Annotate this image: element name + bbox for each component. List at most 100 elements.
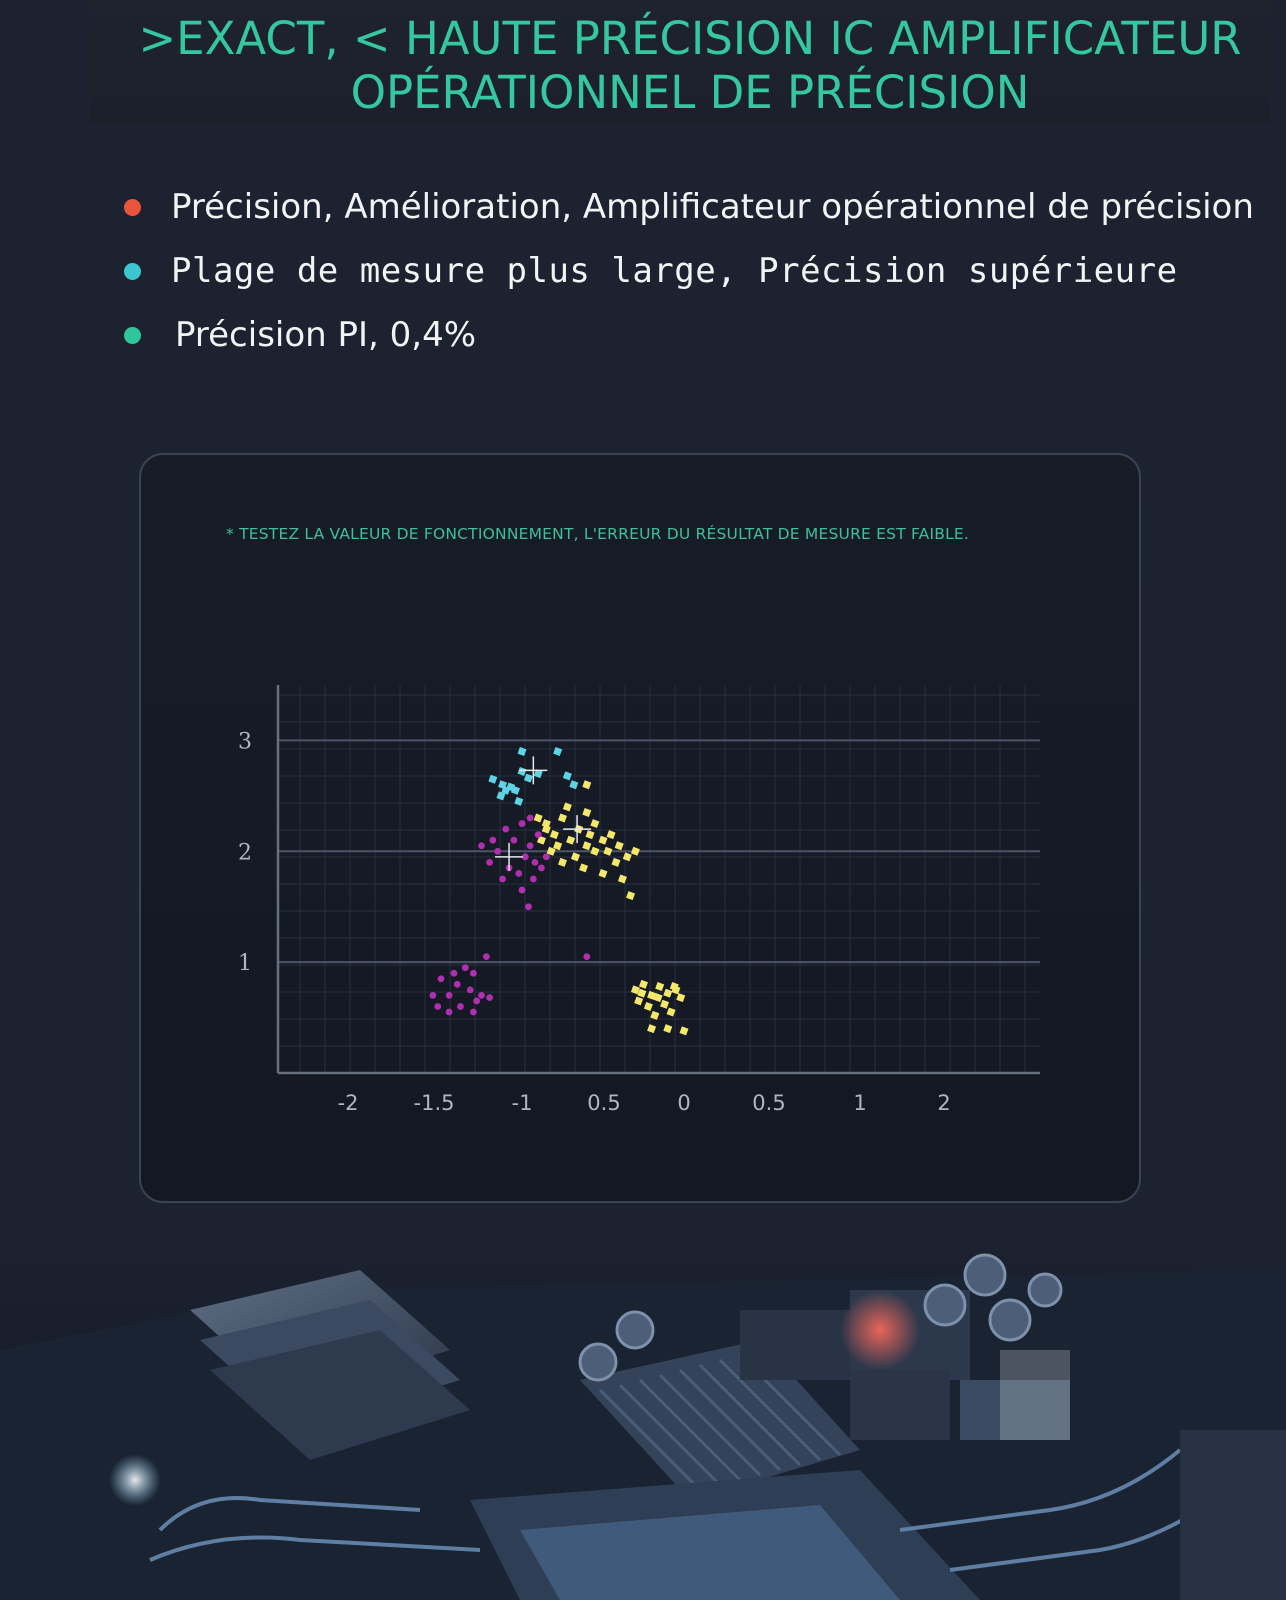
data-point (663, 988, 673, 998)
y-tick-label: 3 (238, 729, 252, 754)
data-point (655, 982, 665, 992)
data-point (669, 982, 679, 992)
data-point (473, 997, 481, 1005)
chart-centroids (495, 756, 592, 871)
data-point (558, 857, 567, 867)
data-point (437, 975, 445, 983)
data-point (529, 875, 537, 883)
data-point (517, 747, 527, 757)
chart-grid (278, 685, 1040, 1073)
x-tick-label: 0 (677, 1091, 690, 1115)
data-point (630, 846, 640, 856)
data-point (582, 807, 592, 817)
data-point (482, 953, 490, 960)
page-title: >EXACT, < HAUTE PRÉCISION IC AMPLIFICATE… (110, 12, 1270, 120)
scatter-chart: -2 -1.5 -1 0.5 0 0.5 1 2 1 2 3 (238, 685, 1040, 1115)
data-point (445, 992, 453, 999)
data-point (488, 774, 498, 784)
data-point (533, 813, 543, 823)
data-point (518, 820, 526, 827)
feature-item-pi: Précision PI, 0,4% (124, 303, 1254, 367)
data-point (534, 831, 542, 839)
data-point (466, 986, 474, 994)
y-tick-label: 1 (238, 951, 252, 976)
x-tick-label: 0.5 (587, 1091, 620, 1115)
data-point (445, 1008, 453, 1016)
feature-list: Précision, Amélioration, Amplificateur o… (124, 175, 1254, 367)
data-point (585, 830, 595, 840)
data-point (582, 841, 592, 851)
feature-item-precision: Précision, Amélioration, Amplificateur o… (124, 175, 1254, 239)
x-tick-label: 0.5 (752, 1091, 785, 1115)
data-point (461, 964, 469, 972)
data-point (486, 994, 493, 1002)
data-point (494, 847, 502, 855)
data-point (523, 773, 533, 783)
data-point (514, 796, 524, 806)
data-point (606, 830, 616, 840)
data-point (603, 846, 613, 856)
data-point (598, 868, 608, 878)
x-tick-label: 1 (853, 1091, 866, 1115)
data-point (478, 842, 485, 850)
data-point (637, 988, 647, 998)
data-point (510, 836, 518, 844)
data-point (639, 979, 648, 989)
data-point (531, 858, 539, 866)
data-point (583, 953, 591, 960)
feature-item-range: Plage de mesure plus large, Précision su… (124, 239, 1254, 303)
data-point (666, 1007, 676, 1017)
feature-text: Précision PI, 0,4% (175, 315, 477, 355)
data-point (496, 791, 506, 801)
x-tick-label: 2 (937, 1091, 950, 1115)
data-point (434, 1003, 442, 1010)
data-point (570, 852, 580, 862)
data-point (653, 993, 663, 1003)
data-point (521, 853, 529, 861)
data-point (562, 802, 572, 812)
data-point (541, 824, 551, 834)
data-point (663, 1024, 673, 1034)
data-point (502, 825, 510, 833)
x-tick-label: -1.5 (414, 1091, 455, 1115)
data-point (538, 864, 545, 872)
x-tick-label: -2 (338, 1091, 359, 1115)
data-point (626, 891, 636, 901)
chart-axes (276, 685, 1040, 1075)
data-point (499, 875, 506, 883)
data-point (614, 841, 624, 851)
data-point (643, 1001, 653, 1011)
data-point (558, 813, 567, 823)
data-point (566, 835, 576, 845)
data-point (536, 835, 546, 845)
feature-text: Précision, Amélioration, Amplificateur o… (171, 187, 1254, 227)
title-line-1: >EXACT, < HAUTE PRÉCISION IC AMPLIFICATE… (138, 12, 1242, 65)
data-point (518, 886, 526, 894)
data-point (450, 969, 458, 977)
title-line-2: OPÉRATIONNEL DE PRÉCISION (350, 66, 1030, 119)
data-point (679, 1026, 689, 1036)
data-point (501, 785, 511, 795)
data-point (429, 992, 437, 999)
chart-caption: * TESTEZ LA VALEUR DE FONCTIONNEMENT, L'… (226, 525, 970, 543)
data-point (517, 766, 527, 776)
bullet-dot-icon (124, 326, 141, 344)
data-point (542, 853, 550, 861)
data-point (630, 985, 640, 995)
circuit-board-illustration (0, 1230, 1286, 1600)
data-point (562, 771, 572, 781)
data-point (590, 846, 600, 856)
data-point (470, 1008, 477, 1016)
feature-text: Plage de mesure plus large, Précision su… (171, 251, 1178, 291)
data-point (526, 814, 534, 822)
data-point (489, 836, 497, 844)
data-point (647, 990, 657, 1000)
data-point (590, 819, 600, 829)
data-point (478, 992, 485, 999)
data-point (650, 1010, 660, 1020)
data-point (622, 852, 632, 862)
data-point (525, 903, 532, 911)
y-tick-label: 2 (238, 840, 252, 865)
chart-tick-labels: -2 -1.5 -1 0.5 0 0.5 1 2 1 2 3 (238, 729, 951, 1115)
bullet-dot-icon (124, 198, 141, 216)
